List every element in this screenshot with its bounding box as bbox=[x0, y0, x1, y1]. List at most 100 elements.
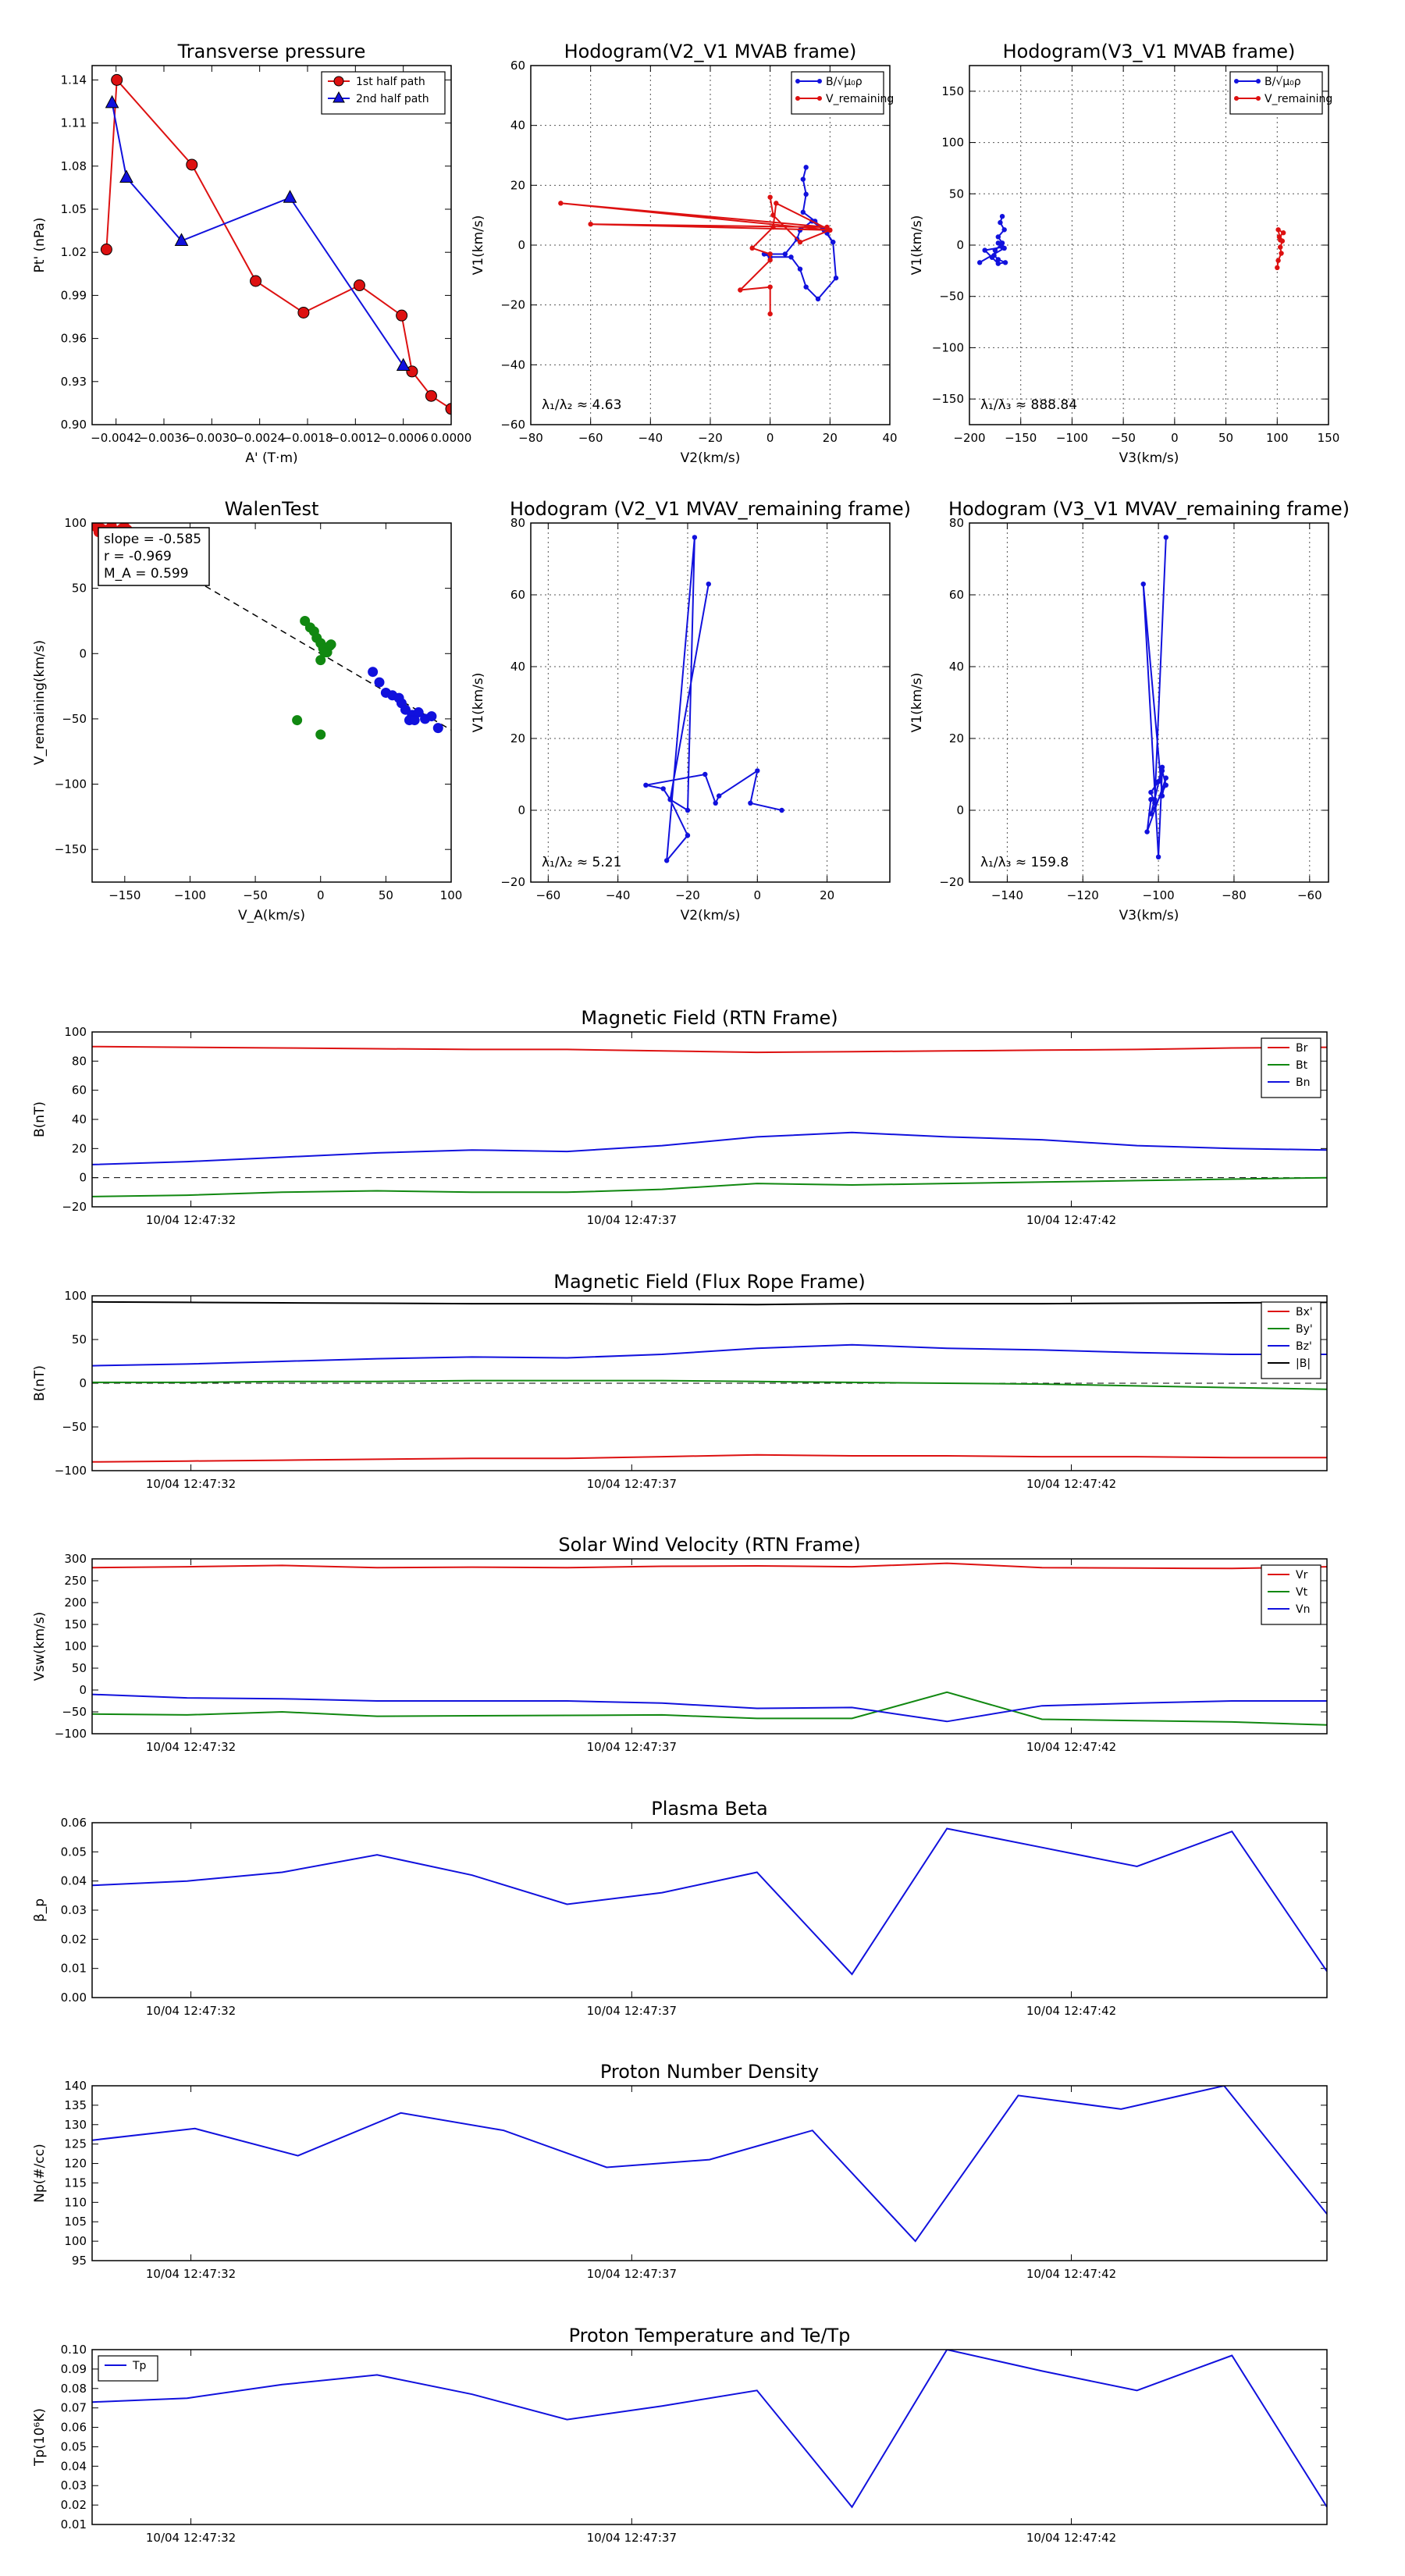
x-tick-label: −120 bbox=[1067, 888, 1099, 902]
data-point bbox=[406, 365, 418, 378]
data-point bbox=[1148, 796, 1154, 802]
data-point bbox=[660, 786, 666, 792]
data-point bbox=[767, 311, 773, 317]
x-axis-label: V3(km/s) bbox=[1119, 450, 1179, 466]
data-point bbox=[1159, 768, 1165, 774]
chart-hodo_v3v1_mvab: Hodogram(V3_V1 MVAB frame) V1(km/s) V3(km/… bbox=[909, 41, 1339, 466]
ratio-annotation: λ₁/λ₃ ≈ 159.8 bbox=[980, 855, 1069, 870]
series--b--line bbox=[92, 1300, 1327, 1306]
y-tick-label: 0.04 bbox=[61, 1874, 87, 1888]
y-tick-label: 0.05 bbox=[61, 1845, 87, 1859]
x-tick-label: −0.0018 bbox=[282, 431, 333, 445]
x-tick-label: 10/04 12:47:42 bbox=[1026, 1477, 1116, 1491]
x-tick-label: −150 bbox=[108, 888, 140, 902]
x-tick-label: 0.0000 bbox=[431, 431, 472, 445]
x-tick-label: −0.0006 bbox=[378, 431, 429, 445]
y-tick-label: −150 bbox=[55, 842, 87, 856]
y-tick-label: 50 bbox=[949, 187, 964, 201]
data-point bbox=[1002, 260, 1008, 265]
legend-label: Vr bbox=[1296, 1569, 1308, 1582]
x-axis-label: V2(km/s) bbox=[681, 450, 741, 466]
y-tick-label: 0.08 bbox=[61, 2382, 87, 2396]
chart-vsw_rtn: Solar Wind Velocity (RTN Frame) Vsw(km/s)… bbox=[32, 1534, 1328, 1754]
data-point bbox=[1001, 227, 1007, 233]
data-point bbox=[803, 284, 809, 290]
x-tick-label: −0.0024 bbox=[234, 431, 285, 445]
data-point bbox=[702, 771, 708, 777]
data-point bbox=[400, 704, 411, 715]
chart-mag_fr: Magnetic Field (Flux Rope Frame) B(nT) −10… bbox=[32, 1271, 1328, 1491]
x-tick-label: 50 bbox=[1218, 431, 1233, 445]
data-point bbox=[830, 239, 836, 245]
x-tick-label: 10/04 12:47:37 bbox=[587, 1213, 677, 1227]
chart-title: Hodogram(V3_V1 MVAB frame) bbox=[1003, 41, 1296, 62]
y-tick-label: 0.93 bbox=[61, 375, 87, 389]
stats-box bbox=[98, 527, 210, 586]
series-vr-line bbox=[92, 1562, 1327, 1570]
x-tick-label: 0 bbox=[1171, 431, 1179, 445]
y-tick-label: 80 bbox=[72, 1054, 87, 1068]
series-1st-half-path-line bbox=[105, 77, 451, 410]
data-point bbox=[738, 287, 743, 293]
x-tick-label: 10/04 12:47:37 bbox=[587, 2267, 677, 2281]
y-tick-label: 150 bbox=[64, 1617, 87, 1631]
data-point bbox=[588, 221, 593, 227]
legend-label: V_remaining bbox=[1264, 93, 1332, 105]
y-tick-label: 0.01 bbox=[61, 1962, 87, 1976]
chart-mag_rtn: Magnetic Field (RTN Frame) B(nT) −20 0 20 40 6… bbox=[32, 1007, 1328, 1227]
data-point bbox=[426, 711, 437, 722]
y-tick-label: 0.96 bbox=[61, 332, 87, 346]
series-tp-line bbox=[92, 2350, 1327, 2509]
axes-frame bbox=[530, 522, 891, 883]
y-tick-label: 0 bbox=[956, 803, 964, 817]
legend-label: Br bbox=[1296, 1042, 1308, 1055]
legend-label: Bn bbox=[1296, 1076, 1310, 1089]
data-point bbox=[1001, 245, 1007, 251]
data-point bbox=[706, 582, 711, 587]
x-tick-label: −140 bbox=[991, 888, 1023, 902]
data-point bbox=[283, 190, 297, 203]
y-tick-label: 80 bbox=[949, 516, 964, 530]
y-tick-label: 300 bbox=[64, 1552, 87, 1566]
data-point bbox=[815, 296, 821, 302]
y-tick-label: 100 bbox=[64, 1289, 87, 1303]
y-tick-label: −20 bbox=[939, 875, 964, 889]
legend-label: V_remaining bbox=[826, 93, 894, 105]
x-tick-label: −40 bbox=[606, 888, 631, 902]
y-tick-label: −150 bbox=[932, 392, 964, 406]
x-tick-label: 10/04 12:47:42 bbox=[1026, 2004, 1116, 2018]
plot-area bbox=[92, 2350, 1327, 2509]
y-axis-label: V1(km/s) bbox=[471, 673, 486, 733]
data-point bbox=[663, 858, 670, 863]
y-tick-label: 50 bbox=[72, 1661, 87, 1675]
data-point bbox=[1140, 582, 1146, 587]
data-point bbox=[558, 201, 564, 206]
chart-plasma_beta: Plasma Beta β_p 0.00 0.01 0.02 0.03 0.04 0.05 0.… bbox=[32, 1798, 1328, 2018]
data-point bbox=[767, 257, 773, 263]
x-axis-label: V_A(km/s) bbox=[238, 908, 305, 923]
data-point bbox=[685, 833, 691, 838]
data-point bbox=[770, 224, 776, 230]
y-axis-label: V_remaining(km/s) bbox=[32, 640, 48, 765]
chart-title: Proton Temperature and Te/Tp bbox=[569, 2325, 851, 2347]
x-tick-label: −100 bbox=[174, 888, 206, 902]
data-point bbox=[982, 247, 987, 253]
legend-marker bbox=[333, 76, 344, 87]
y-axis-label: V1(km/s) bbox=[909, 673, 925, 733]
data-point bbox=[989, 254, 995, 260]
y-tick-label: 250 bbox=[64, 1574, 87, 1588]
data-point bbox=[1159, 793, 1165, 799]
data-point bbox=[755, 768, 760, 774]
data-point bbox=[797, 239, 803, 245]
y-tick-label: −20 bbox=[500, 298, 525, 312]
data-point bbox=[1280, 230, 1286, 236]
data-point bbox=[779, 807, 784, 813]
data-point bbox=[1278, 244, 1283, 250]
chart-hodo_v2v1_mvab: Hodogram(V2_V1 MVAB frame) V1(km/s) V2(km/… bbox=[471, 41, 898, 466]
data-point bbox=[713, 800, 718, 806]
x-tick-label: 10/04 12:47:42 bbox=[1026, 1740, 1116, 1754]
x-tick-label: −20 bbox=[698, 431, 723, 445]
y-tick-label: 0 bbox=[518, 803, 525, 817]
axes-frame bbox=[91, 522, 452, 883]
